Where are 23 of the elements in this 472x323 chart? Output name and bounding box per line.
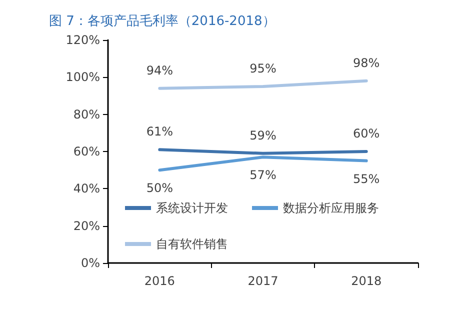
legend-label: 自有软件销售 [156,237,228,251]
data-label: 59% [250,128,276,142]
x-tick-label: 2018 [351,274,382,288]
x-tick-label: 2017 [248,274,278,288]
y-tick-label: 60% [73,144,100,158]
data-label: 95% [250,61,276,76]
chart-title: 图 7：各项产品毛利率（2016-2018） [49,13,276,29]
data-label: 60% [352,126,380,140]
data-label: 98% [352,56,380,70]
y-tick-label: 100% [66,70,100,84]
legend-label: 系统设计开发 [156,201,228,215]
y-tick-label: 40% [73,182,100,196]
y-tick-label: 80% [73,107,100,122]
y-tick-label: 20% [73,218,100,233]
data-label: 61% [146,124,174,139]
data-label: 94% [146,63,174,78]
data-label: 57% [250,168,276,182]
y-tick-label: 0% [80,256,100,270]
data-label: 55% [352,172,380,186]
data-label: 50% [146,181,174,196]
y-tick-label: 120% [66,33,100,47]
legend-label: 数据分析应用服务 [283,201,379,215]
x-tick-label: 2016 [144,274,175,288]
